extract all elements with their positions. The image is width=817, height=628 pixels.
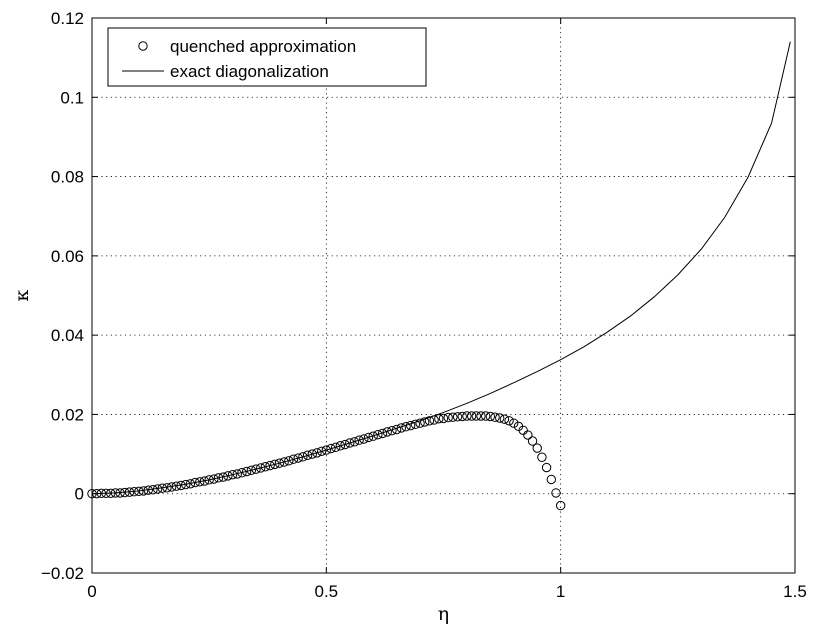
data-point — [354, 435, 364, 445]
y-tick-label: 0.06 — [51, 247, 84, 266]
data-point — [232, 469, 242, 479]
data-point — [452, 412, 463, 422]
data-point — [527, 436, 538, 446]
data-point — [331, 442, 341, 453]
grid — [92, 18, 795, 573]
data-point — [284, 456, 294, 466]
data-point — [274, 458, 285, 468]
series-markers-quenched-approximation — [87, 411, 566, 511]
data-point — [509, 418, 519, 428]
data-point — [307, 449, 317, 459]
data-point — [223, 471, 233, 481]
plot-frame — [91, 17, 796, 574]
y-tick-label: 0.1 — [60, 88, 84, 107]
data-point — [373, 429, 383, 440]
data-point — [499, 414, 510, 424]
data-point — [495, 413, 505, 423]
data-point — [518, 425, 528, 435]
x-tick-label: 0.5 — [315, 582, 339, 601]
data-point — [462, 411, 472, 421]
x-tick-label: 1 — [556, 582, 565, 601]
x-tick-label: 0 — [87, 582, 96, 601]
data-point — [480, 411, 491, 421]
data-point — [420, 417, 430, 427]
x-axis-label: η — [438, 603, 449, 625]
data-point — [298, 452, 308, 462]
data-point — [293, 453, 303, 463]
series-line-exact-diagonalization — [91, 41, 791, 495]
series-layer — [87, 41, 791, 511]
x-tick-label: 1.5 — [783, 582, 807, 601]
data-point — [251, 464, 261, 474]
data-point — [532, 443, 542, 453]
data-point — [340, 439, 350, 450]
data-point — [270, 459, 280, 470]
data-point — [410, 419, 421, 430]
data-point — [438, 413, 449, 424]
data-point — [448, 412, 458, 422]
data-point — [382, 427, 392, 437]
y-tick-label: 0.12 — [51, 9, 84, 28]
legend-marker-circle — [138, 41, 148, 51]
data-point — [312, 448, 322, 458]
legend-entry-quenched-approximation: quenched approximation — [170, 37, 356, 56]
data-point — [345, 438, 355, 448]
legend-entry-exact-diagonalization: exact diagonalization — [170, 62, 329, 81]
data-point — [213, 473, 224, 483]
data-point — [443, 412, 453, 423]
legend-box — [107, 27, 427, 87]
data-point — [485, 411, 496, 422]
data-point — [241, 466, 252, 477]
data-point — [326, 443, 336, 454]
data-point — [363, 432, 374, 443]
data-point — [415, 418, 425, 428]
data-point — [490, 412, 500, 422]
data-point — [523, 430, 533, 440]
data-point — [555, 500, 566, 511]
data-point — [424, 416, 435, 426]
y-tick-label: −0.02 — [41, 564, 84, 583]
y-tick-label: 0.08 — [51, 168, 84, 187]
y-tick-label: 0 — [75, 485, 84, 504]
data-point — [260, 462, 271, 472]
data-point — [541, 462, 552, 473]
data-point — [256, 463, 266, 473]
data-point — [457, 411, 467, 422]
x-tick-labels: 0 0.5 1 1.5 — [87, 582, 807, 601]
data-point — [195, 477, 205, 487]
data-point — [321, 445, 332, 455]
data-point — [368, 431, 378, 441]
data-point — [349, 437, 360, 447]
y-axis-label: κ — [11, 289, 33, 301]
data-point — [359, 434, 369, 444]
data-point — [190, 477, 200, 488]
data-point — [504, 416, 514, 426]
data-point — [466, 411, 477, 421]
data-point — [551, 488, 561, 498]
data-point — [218, 472, 228, 482]
data-point — [546, 474, 556, 485]
data-point — [302, 450, 313, 460]
data-point — [227, 469, 238, 480]
data-point — [265, 460, 275, 471]
data-point — [335, 441, 346, 451]
legend: quenched approximation exact diagonaliza… — [107, 27, 427, 87]
data-point — [209, 474, 219, 484]
data-point — [377, 428, 388, 439]
data-point — [237, 468, 247, 478]
data-point — [288, 454, 299, 464]
y-tick-label: 0.02 — [51, 405, 84, 424]
data-point — [471, 411, 482, 421]
data-point — [316, 446, 327, 456]
data-point — [246, 465, 257, 476]
data-point — [537, 452, 547, 462]
y-tick-labels: −0.02 0 0.02 0.04 0.06 0.08 0.1 0.12 — [41, 9, 84, 583]
data-point — [279, 457, 289, 467]
data-point — [476, 411, 486, 421]
y-tick-label: 0.04 — [51, 326, 84, 345]
data-point — [204, 475, 214, 485]
